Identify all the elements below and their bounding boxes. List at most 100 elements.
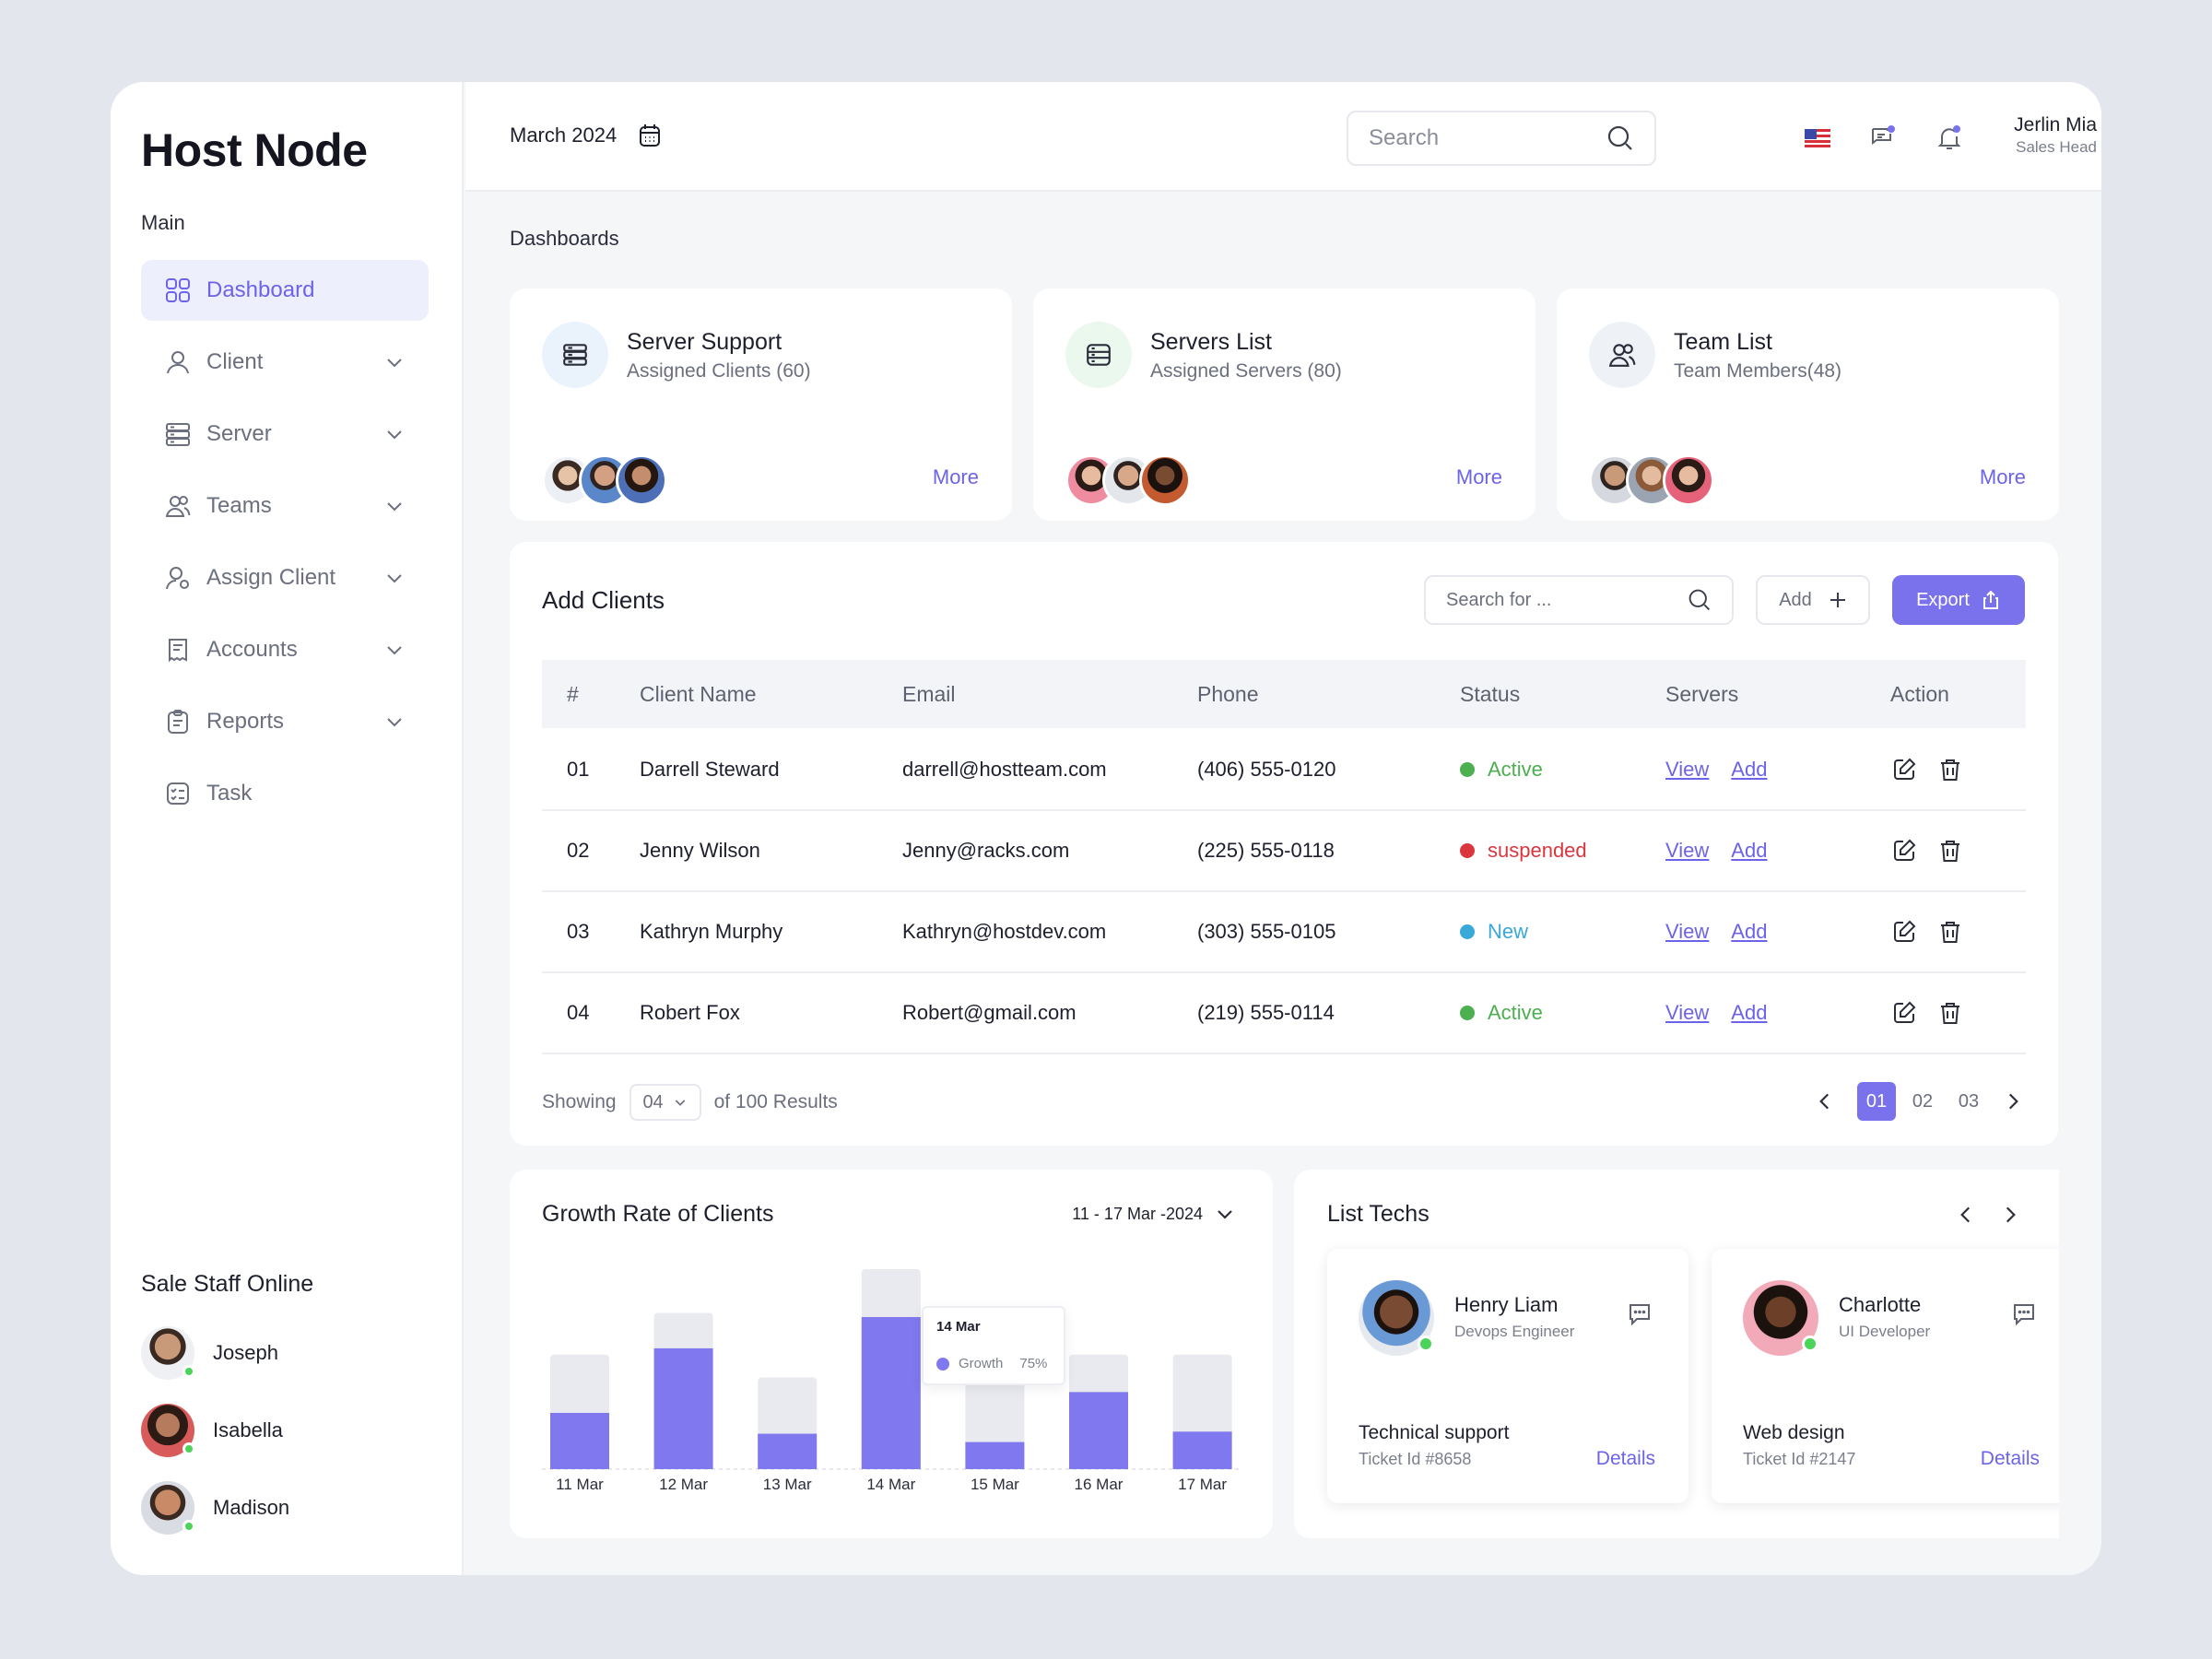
column-header[interactable]: Servers [1665,681,1739,706]
add-client-button[interactable]: Add [1756,575,1870,625]
status-badge: suspended [1460,839,1587,863]
view-link[interactable]: View [1665,1001,1710,1024]
bar-value[interactable] [653,1347,713,1469]
search-icon[interactable] [1606,124,1634,152]
client-search-input[interactable]: Search for ... [1424,575,1734,625]
table-row[interactable]: 04 Robert Fox Robert@gmail.com (219) 555… [542,973,2026,1054]
details-link[interactable]: Details [1595,1448,1655,1469]
avatar-stack [1589,454,1714,506]
tech-card[interactable]: Charlotte UI Developer Web design Ticket… [1712,1249,2059,1503]
chat-icon[interactable] [2010,1300,2038,1328]
chevron-right-icon[interactable] [2001,1089,2025,1113]
date-picker[interactable]: March 2024 [510,123,663,148]
chat-icon[interactable] [1626,1300,1653,1328]
card-subtitle: Team Members(48) [1674,360,1842,382]
search-input[interactable]: Search [1347,111,1656,166]
results-label: of 100 Results [713,1091,838,1112]
client-phone: (225) 555-0118 [1197,839,1335,862]
view-link[interactable]: View [1665,839,1710,862]
chevron-right-icon[interactable] [1998,1203,2022,1227]
view-link[interactable]: View [1665,920,1710,943]
sidebar-item-dashboard[interactable]: Dashboard [141,260,429,321]
table-header: # Client Name Email Phone Status Servers… [542,660,2026,728]
bar-value[interactable] [1069,1392,1128,1469]
sidebar-item-label: Accounts [206,637,298,662]
edit-icon[interactable] [1890,999,1918,1027]
sidebar-item-task[interactable]: Task [141,763,429,824]
edit-icon[interactable] [1890,837,1918,865]
sidebar-item-server[interactable]: Server [141,404,429,465]
page-size-select[interactable]: 04 [629,1084,701,1121]
bar-value[interactable] [758,1433,818,1469]
more-link[interactable]: More [932,465,979,488]
sidebar-item-client[interactable]: Client [141,332,429,393]
sidebar-item-label: Teams [206,493,272,518]
staff-item[interactable]: Madison [141,1481,289,1535]
export-button[interactable]: Export [1892,575,2025,625]
column-header[interactable]: Status [1460,681,1521,706]
more-link[interactable]: More [1979,465,2026,488]
page-button[interactable]: 03 [1958,1090,1980,1112]
staff-item[interactable]: Joseph [141,1326,278,1380]
sidebar-item-teams[interactable]: Teams [141,476,429,536]
add-link[interactable]: Add [1731,920,1768,943]
edit-icon[interactable] [1890,918,1918,946]
status-text: Active [1488,1001,1543,1024]
column-header[interactable]: Client Name [640,681,757,706]
status-text: Active [1488,758,1543,781]
table-row[interactable]: 03 Kathryn Murphy Kathryn@hostdev.com (3… [542,892,2026,973]
staff-name: Isabella [213,1418,283,1441]
bar-value[interactable] [861,1317,921,1469]
chevron-left-icon[interactable] [1813,1089,1837,1113]
avatar [1743,1280,1818,1356]
row-number: 04 [567,1001,590,1024]
staff-item[interactable]: Isabella [141,1404,283,1457]
bar-value[interactable] [550,1412,609,1469]
sidebar-item-reports[interactable]: Reports [141,691,429,752]
more-link[interactable]: More [1455,465,1502,488]
sidebar-item-accounts[interactable]: Accounts [141,619,429,680]
date-range-select[interactable]: 11 - 17 Mar -2024 [1072,1203,1236,1225]
button-label: Export [1916,589,1970,610]
column-header[interactable]: Email [902,681,956,706]
sidebar-item-label: Task [206,781,253,806]
table-row[interactable]: 01 Darrell Steward darrell@hostteam.com … [542,730,2026,811]
table-row[interactable]: 02 Jenny Wilson Jenny@racks.com (225) 55… [542,811,2026,892]
search-icon[interactable] [1688,588,1712,612]
tech-name: Henry Liam [1454,1293,1559,1316]
bar-value[interactable] [1172,1431,1232,1469]
checklist-icon [164,780,192,807]
column-header[interactable]: Phone [1197,681,1259,706]
details-link[interactable]: Details [1980,1448,2040,1469]
client-phone: (406) 555-0120 [1197,758,1336,781]
tech-role: Devops Engineer [1454,1323,1575,1340]
add-link[interactable]: Add [1731,839,1768,862]
page-button[interactable]: 02 [1912,1090,1934,1112]
add-link[interactable]: Add [1731,1001,1768,1024]
search-placeholder: Search for ... [1446,589,1552,610]
tech-card[interactable]: Henry Liam Devops Engineer Technical sup… [1327,1249,1688,1503]
edit-icon[interactable] [1890,756,1918,783]
bar-value[interactable] [965,1441,1025,1469]
users-icon [1589,322,1655,388]
view-link[interactable]: View [1665,758,1710,781]
add-link[interactable]: Add [1731,758,1768,781]
us-flag-icon[interactable] [1803,124,1832,153]
client-phone: (219) 555-0114 [1197,1001,1335,1024]
trash-icon[interactable] [1936,837,1964,865]
bell-icon[interactable] [1935,124,1964,153]
add-clients-panel: Add Clients Search for ... Add Export # … [510,542,2058,1146]
client-name: Robert Fox [640,1001,740,1024]
sidebar-item-assign-client[interactable]: Assign Client [141,547,429,608]
row-number: 02 [567,839,590,862]
trash-icon[interactable] [1936,918,1964,946]
user-info[interactable]: Jerlin Mia Sales Head [2003,114,2097,157]
servers-list-card: Servers List Assigned Servers (80) More [1033,288,1535,521]
message-icon[interactable] [1868,124,1898,153]
chevron-left-icon[interactable] [1954,1203,1978,1227]
chevron-down-icon [387,430,402,440]
page-button[interactable]: 01 [1857,1082,1896,1121]
trash-icon[interactable] [1936,999,1964,1027]
client-name: Kathryn Murphy [640,920,783,943]
trash-icon[interactable] [1936,756,1964,783]
